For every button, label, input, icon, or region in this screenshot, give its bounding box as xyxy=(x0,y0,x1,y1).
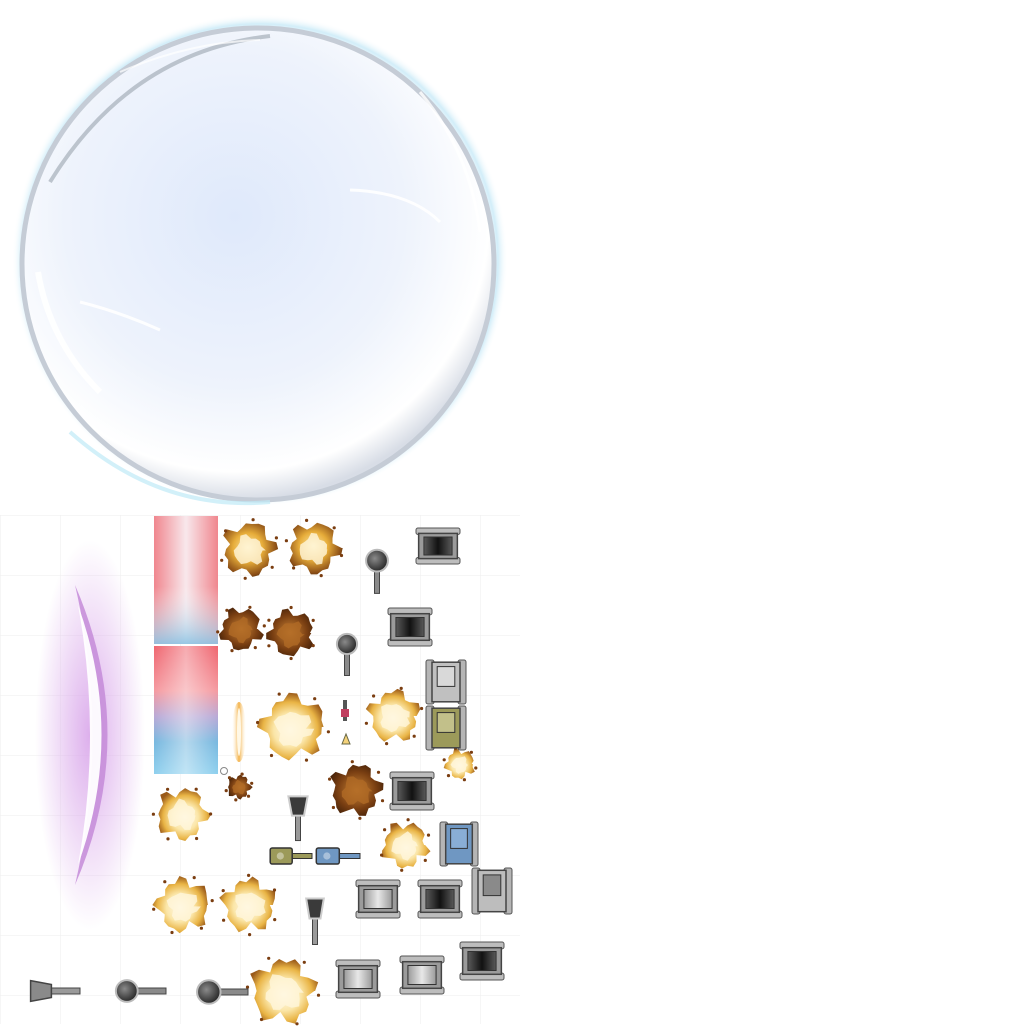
turret-icon xyxy=(338,700,352,730)
tank-hull-icon xyxy=(415,527,461,565)
turret-icon xyxy=(192,978,249,1006)
muzzle-flash-icon xyxy=(224,700,254,764)
tank-hull-icon xyxy=(439,821,479,867)
explosion-icon xyxy=(442,746,478,782)
turret-icon xyxy=(314,846,361,866)
explosion-icon xyxy=(256,692,330,762)
explosion-icon xyxy=(380,818,431,872)
tank-hull-icon xyxy=(387,607,433,647)
turret-icon xyxy=(340,732,352,745)
turret-icon xyxy=(268,846,313,866)
explosion-icon xyxy=(151,786,213,842)
turret-icon xyxy=(286,794,310,842)
turret-icon xyxy=(110,978,167,1004)
purple-crescent-glow-icon xyxy=(20,535,150,935)
explosion-icon xyxy=(328,760,385,820)
tank-hull-icon xyxy=(425,659,467,705)
turret-icon xyxy=(364,544,390,596)
tank-hull-icon xyxy=(355,879,401,919)
explosion-icon xyxy=(220,518,279,580)
small-dot-icon xyxy=(219,766,229,776)
tank-hull-icon xyxy=(471,867,513,915)
red-blue-gradient-icon xyxy=(154,516,218,644)
red-blue-gradient-icon xyxy=(154,646,218,774)
explosion-icon xyxy=(152,876,214,935)
tank-hull-icon xyxy=(417,879,463,919)
tank-hull-icon xyxy=(459,941,505,981)
explosion-icon xyxy=(224,772,254,802)
bubble-shield-icon xyxy=(10,12,510,508)
turret-icon xyxy=(304,896,326,946)
turret-icon xyxy=(335,628,359,678)
explosion-icon xyxy=(284,518,344,578)
explosion-icon xyxy=(364,686,424,746)
tank-hull-icon xyxy=(389,771,435,811)
tank-hull-icon xyxy=(399,955,445,995)
explosion-icon xyxy=(245,956,321,1026)
explosion-icon xyxy=(219,873,278,937)
tank-hull-icon xyxy=(425,705,467,751)
explosion-icon xyxy=(266,605,316,661)
turret-icon xyxy=(28,978,81,1004)
explosion-icon xyxy=(216,605,266,653)
tank-hull-icon xyxy=(335,959,381,999)
